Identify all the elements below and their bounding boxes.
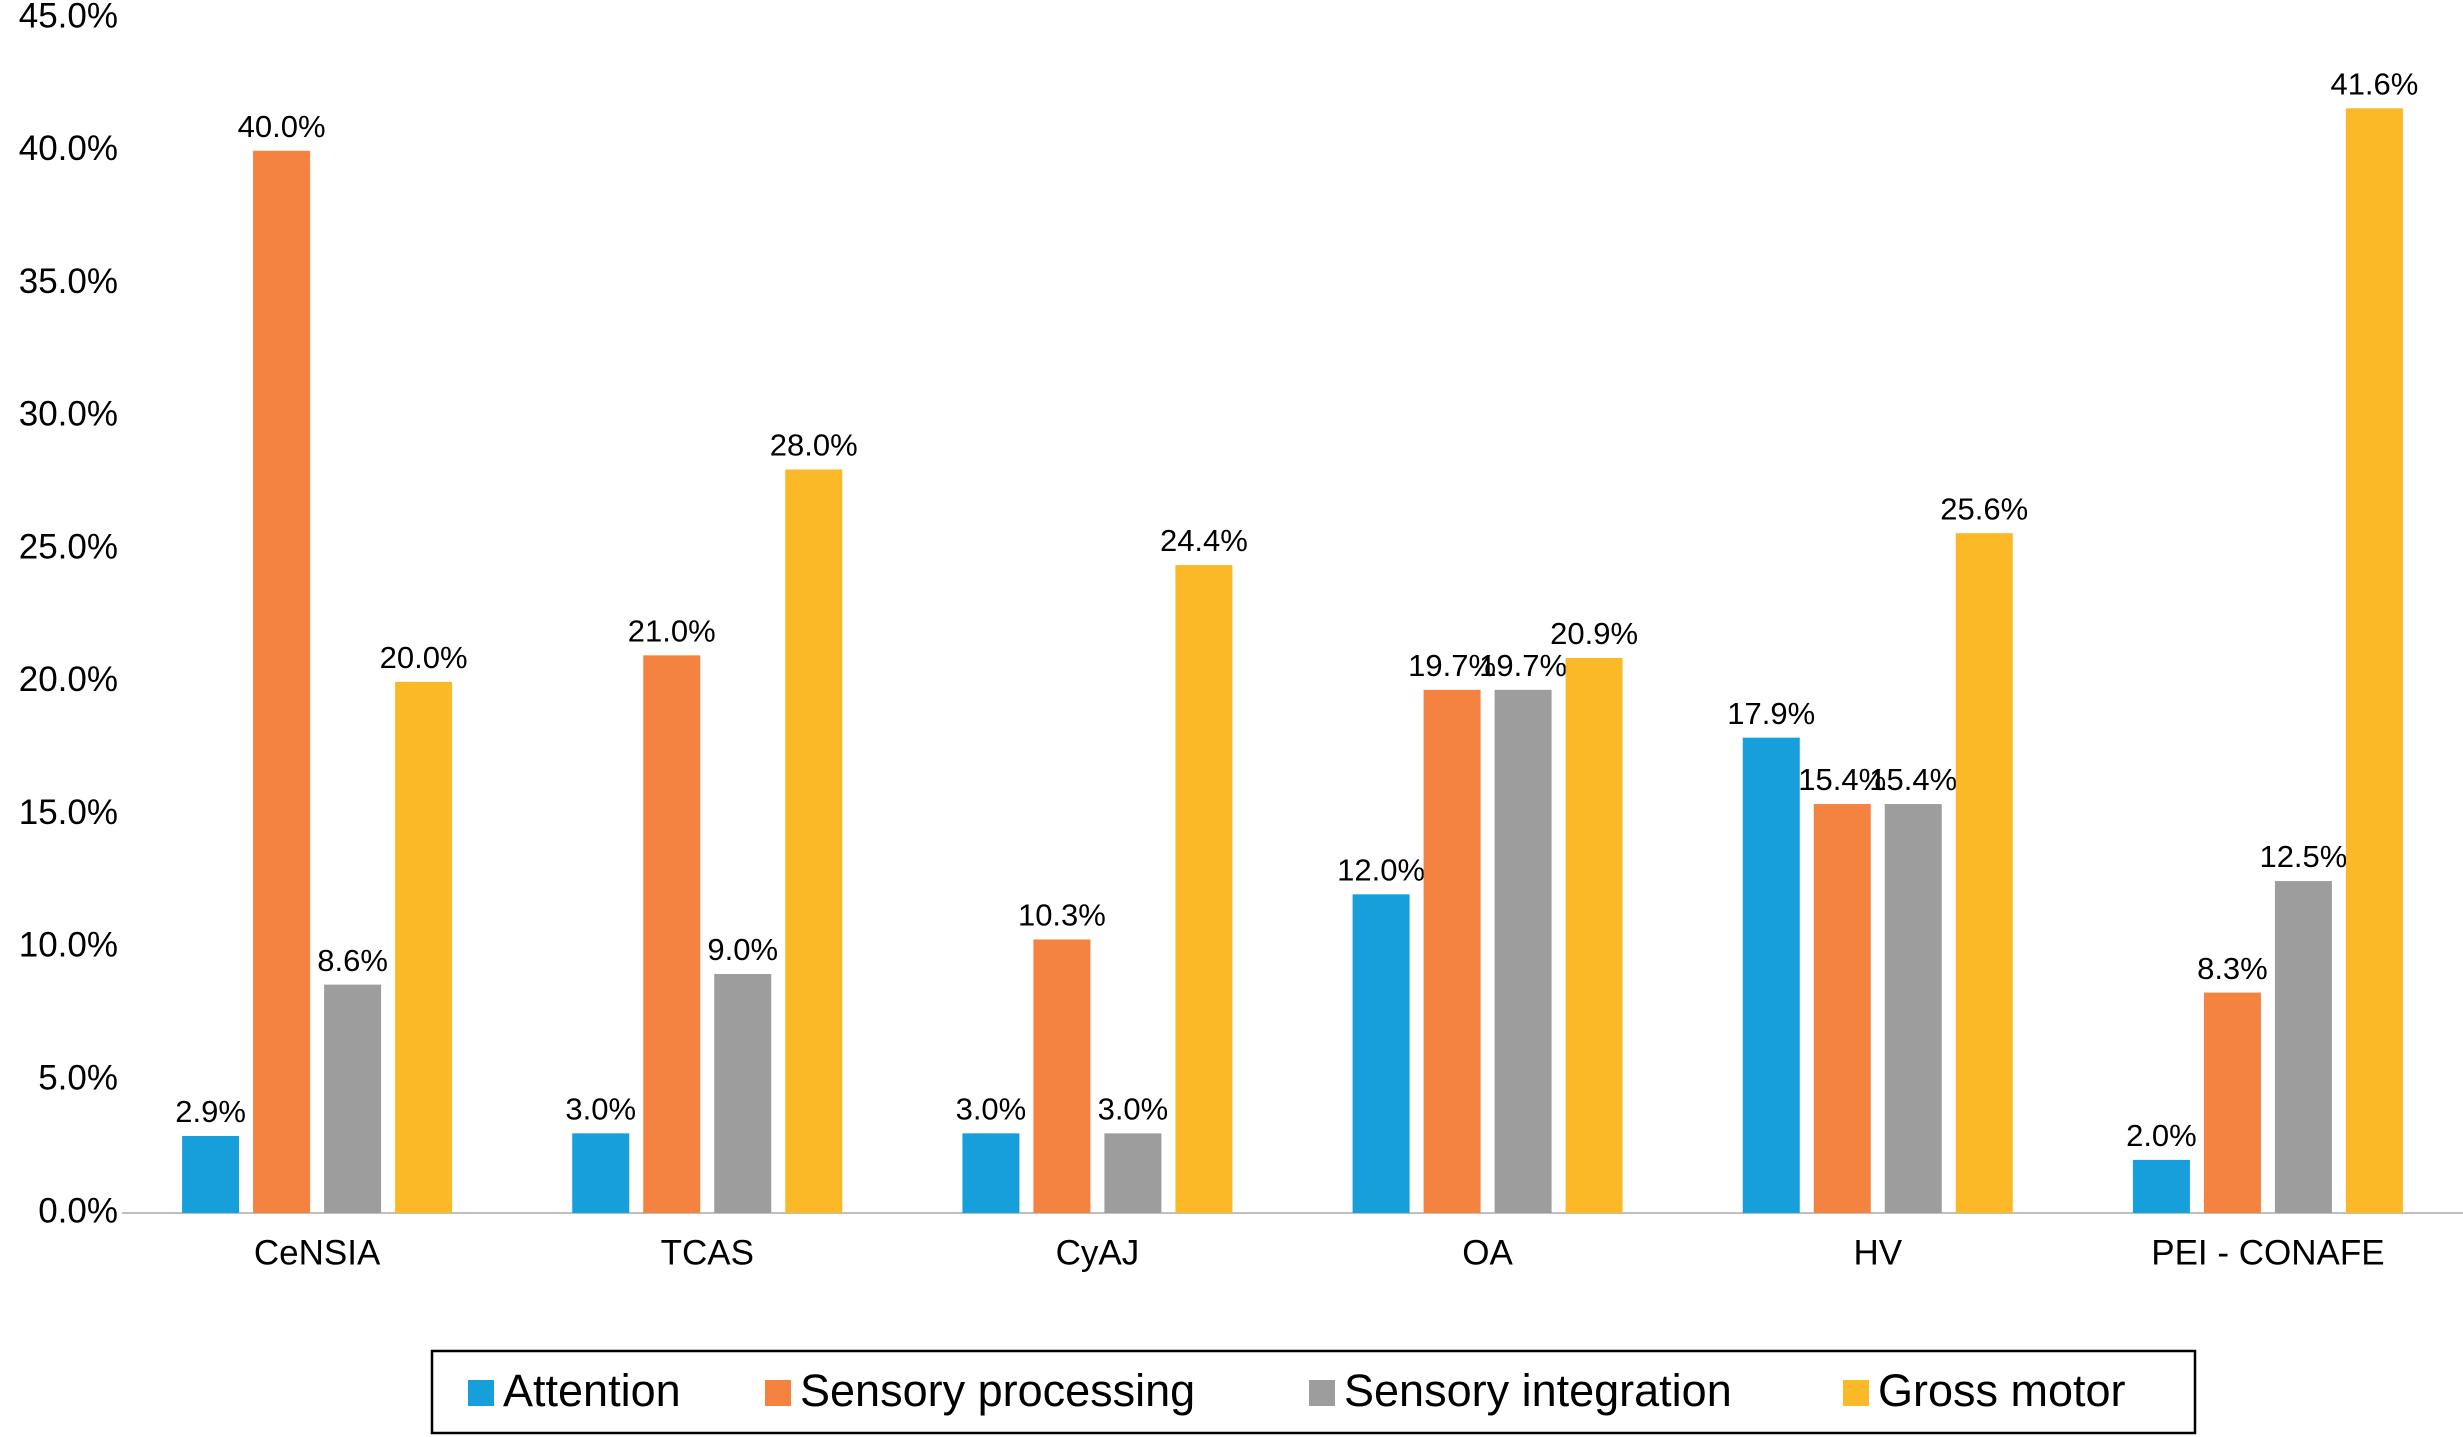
bar bbox=[785, 469, 843, 1213]
bar bbox=[1742, 737, 1800, 1213]
value-label: 17.9% bbox=[1727, 696, 1815, 731]
bar bbox=[1175, 565, 1233, 1213]
value-label: 20.9% bbox=[1550, 616, 1638, 651]
value-label: 12.5% bbox=[2259, 839, 2347, 874]
value-label: 3.0% bbox=[565, 1092, 636, 1127]
bar bbox=[1352, 894, 1410, 1213]
value-label: 40.0% bbox=[238, 109, 326, 144]
value-label: 24.4% bbox=[1160, 523, 1248, 558]
bar bbox=[643, 655, 701, 1213]
legend-label: Gross motor bbox=[1878, 1365, 2126, 1416]
bar bbox=[253, 150, 311, 1213]
bar bbox=[1813, 804, 1871, 1213]
value-label: 2.0% bbox=[2126, 1118, 2197, 1153]
bar bbox=[324, 984, 382, 1213]
legend-label: Attention bbox=[503, 1365, 681, 1416]
x-tick-label: PEI - CONAFE bbox=[2151, 1233, 2384, 1272]
bar bbox=[1494, 689, 1552, 1213]
value-label: 20.0% bbox=[380, 640, 468, 675]
y-tick-label: 35.0% bbox=[19, 262, 118, 301]
bar bbox=[2345, 108, 2403, 1213]
value-label: 15.4% bbox=[1869, 762, 1957, 797]
y-tick-label: 20.0% bbox=[19, 660, 118, 699]
y-tick-label: 25.0% bbox=[19, 527, 118, 566]
x-tick-label: TCAS bbox=[661, 1233, 754, 1272]
y-tick-label: 15.0% bbox=[19, 793, 118, 832]
bar bbox=[1104, 1133, 1162, 1213]
value-label: 9.0% bbox=[707, 932, 778, 967]
bar bbox=[395, 681, 453, 1213]
value-label: 25.6% bbox=[1940, 491, 2028, 526]
value-label: 8.3% bbox=[2197, 951, 2268, 986]
y-tick-label: 0.0% bbox=[38, 1191, 118, 1230]
x-tick-label: CeNSIA bbox=[254, 1233, 381, 1272]
legend-swatch bbox=[468, 1380, 494, 1406]
bar bbox=[1955, 533, 2013, 1213]
bar bbox=[572, 1133, 630, 1213]
x-tick-label: CyAJ bbox=[1056, 1233, 1140, 1272]
value-label: 3.0% bbox=[956, 1092, 1027, 1127]
x-tick-label: OA bbox=[1462, 1233, 1513, 1272]
legend-swatch bbox=[1843, 1380, 1869, 1406]
x-tick-label: HV bbox=[1853, 1233, 1902, 1272]
legend-label: Sensory integration bbox=[1344, 1365, 1732, 1416]
value-label: 21.0% bbox=[628, 614, 716, 649]
value-label: 3.0% bbox=[1098, 1092, 1169, 1127]
value-label: 12.0% bbox=[1337, 853, 1425, 888]
bar bbox=[2132, 1159, 2190, 1213]
value-label: 19.7% bbox=[1479, 648, 1567, 683]
legend-swatch bbox=[1309, 1380, 1335, 1406]
y-tick-label: 5.0% bbox=[38, 1058, 118, 1097]
bar bbox=[182, 1135, 240, 1213]
value-label: 2.9% bbox=[175, 1094, 246, 1129]
value-label: 8.6% bbox=[317, 943, 388, 978]
value-label: 15.4% bbox=[1798, 762, 1886, 797]
legend-box bbox=[430, 1349, 2197, 1435]
bar bbox=[962, 1133, 1020, 1213]
value-label: 28.0% bbox=[770, 428, 858, 463]
bar bbox=[714, 974, 772, 1213]
legend-label: Sensory processing bbox=[800, 1365, 1195, 1416]
value-label: 19.7% bbox=[1408, 648, 1496, 683]
bar bbox=[1423, 689, 1481, 1213]
y-tick-label: 45.0% bbox=[19, 0, 118, 35]
value-label: 10.3% bbox=[1018, 898, 1106, 933]
value-label: 41.6% bbox=[2330, 66, 2418, 101]
legend-swatch bbox=[765, 1380, 791, 1406]
bar bbox=[1565, 657, 1623, 1213]
bar bbox=[1884, 804, 1942, 1213]
y-tick-label: 30.0% bbox=[19, 395, 118, 434]
bar bbox=[2203, 992, 2261, 1213]
bar bbox=[1033, 939, 1091, 1213]
y-tick-label: 40.0% bbox=[19, 129, 118, 168]
bar bbox=[2274, 881, 2332, 1213]
y-tick-label: 10.0% bbox=[19, 926, 118, 965]
